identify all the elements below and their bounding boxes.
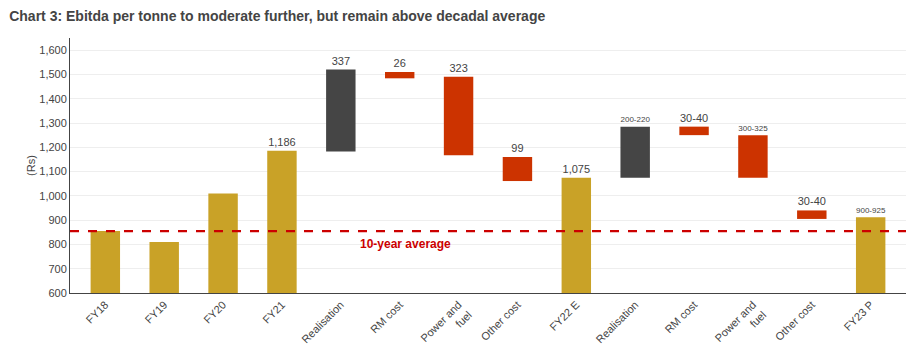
svg-text:99: 99 — [511, 142, 523, 154]
svg-text:1,100: 1,100 — [39, 165, 67, 177]
svg-text:FY22 E: FY22 E — [547, 299, 581, 333]
svg-text:600: 600 — [48, 287, 66, 299]
svg-text:FY20: FY20 — [201, 299, 228, 326]
svg-text:Other cost: Other cost — [773, 299, 817, 343]
svg-text:700: 700 — [48, 263, 66, 275]
svg-text:FY18: FY18 — [84, 299, 111, 326]
svg-text:1,186: 1,186 — [268, 136, 296, 148]
svg-text:Other cost: Other cost — [478, 299, 522, 343]
svg-text:Realisation: Realisation — [299, 299, 346, 346]
svg-text:800: 800 — [48, 238, 66, 250]
svg-text:(Rs): (Rs) — [25, 155, 37, 176]
svg-text:Realisation: Realisation — [594, 299, 641, 346]
svg-text:26: 26 — [394, 57, 406, 69]
svg-text:1,500: 1,500 — [39, 68, 67, 80]
svg-text:1,300: 1,300 — [39, 117, 67, 129]
svg-text:30-40: 30-40 — [680, 112, 708, 124]
svg-text:RM cost: RM cost — [662, 299, 699, 336]
svg-text:337: 337 — [332, 55, 350, 67]
svg-text:300-325: 300-325 — [738, 124, 768, 133]
svg-text:1,000: 1,000 — [39, 190, 67, 202]
svg-text:Power andfuel: Power andfuel — [418, 299, 474, 355]
svg-text:10-year average: 10-year average — [360, 237, 451, 251]
svg-text:FY19: FY19 — [142, 299, 169, 326]
svg-text:200-220: 200-220 — [620, 115, 650, 124]
svg-text:FY23 P: FY23 P — [842, 299, 876, 333]
svg-text:900-925: 900-925 — [856, 206, 886, 215]
svg-text:FY21: FY21 — [260, 299, 287, 326]
svg-text:900: 900 — [48, 214, 66, 226]
svg-text:RM cost: RM cost — [368, 299, 405, 336]
svg-text:Power andfuel: Power andfuel — [713, 299, 769, 355]
svg-text:323: 323 — [449, 62, 467, 74]
svg-text:Chart 3: Ebitda per tonne to m: Chart 3: Ebitda per tonne to moderate fu… — [9, 8, 545, 24]
svg-text:1,075: 1,075 — [563, 163, 591, 175]
svg-text:1,400: 1,400 — [39, 93, 67, 105]
svg-text:1,600: 1,600 — [39, 44, 67, 56]
svg-text:1,200: 1,200 — [39, 141, 67, 153]
svg-text:30-40: 30-40 — [798, 195, 826, 207]
